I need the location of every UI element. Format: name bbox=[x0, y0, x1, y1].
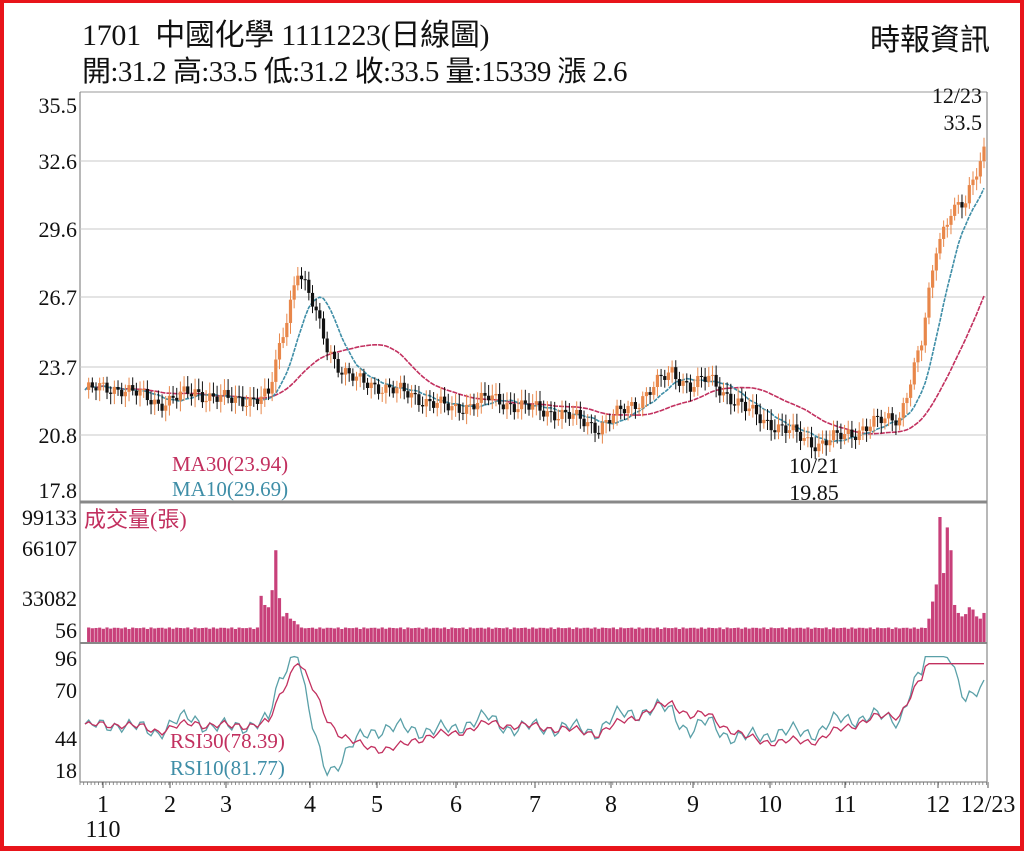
x-tick-label: 12/23 bbox=[961, 792, 1016, 818]
x-axis-labels: 1 2 3 4 5 6 7 8 9 10 11 12 12/23 bbox=[97, 792, 1015, 818]
y-tick-label: 20.8 bbox=[39, 423, 78, 448]
x-axis-ticks bbox=[79, 782, 989, 788]
x-tick-label: 9 bbox=[687, 792, 699, 818]
y-tick-label: 32.6 bbox=[39, 149, 78, 174]
panel-frames bbox=[79, 91, 988, 783]
rsi30-legend: RSI30(78.39) bbox=[170, 729, 285, 753]
ma30-line bbox=[84, 295, 985, 435]
x-tick-label: 11 bbox=[833, 792, 856, 818]
y-tick-label: 23.7 bbox=[39, 355, 78, 380]
ma30-legend: MA30(23.94) bbox=[172, 452, 288, 476]
y-tick-label: 44 bbox=[55, 726, 77, 751]
x-tick-label: 12 bbox=[926, 792, 950, 818]
year-label: 110 bbox=[85, 817, 120, 843]
ma10-line bbox=[84, 187, 985, 443]
x-tick-label: 10 bbox=[758, 792, 782, 818]
y-tick-label: 26.7 bbox=[39, 285, 78, 310]
y-tick-label: 66107 bbox=[22, 536, 77, 561]
x-tick-label: 5 bbox=[371, 792, 383, 818]
rsi-lines bbox=[84, 655, 985, 777]
rsi-y-axis: 96 70 44 18 bbox=[55, 646, 77, 783]
volume-bars bbox=[87, 517, 986, 642]
y-tick-label: 99133 bbox=[22, 505, 77, 530]
volume-y-axis: 99133 66107 33082 56 bbox=[22, 505, 77, 643]
ma10-legend: MA10(29.69) bbox=[172, 477, 288, 501]
y-tick-label: 33082 bbox=[22, 586, 77, 611]
x-tick-label: 1 bbox=[97, 792, 109, 818]
x-tick-label: 7 bbox=[529, 792, 541, 818]
y-tick-label: 56 bbox=[55, 618, 77, 643]
rsi10-legend: RSI10(81.77) bbox=[170, 756, 285, 780]
x-tick-label: 2 bbox=[164, 792, 176, 818]
y-tick-label: 29.6 bbox=[39, 217, 78, 242]
x-tick-label: 3 bbox=[220, 792, 232, 818]
y-tick-label: 18 bbox=[55, 758, 77, 783]
high-value-annotation: 33.5 bbox=[944, 110, 983, 135]
low-date-annotation: 10/21 bbox=[789, 453, 839, 478]
x-tick-label: 6 bbox=[450, 792, 462, 818]
price-y-axis: 35.5 32.6 29.6 26.7 23.7 20.8 17.8 bbox=[39, 93, 78, 503]
chart-title: 1701 中國化學 1111223(日線圖) bbox=[82, 19, 490, 52]
y-tick-label: 96 bbox=[55, 646, 77, 671]
y-tick-label: 35.5 bbox=[39, 93, 78, 118]
y-tick-label: 70 bbox=[55, 678, 77, 703]
ohlc-stats: 開:31.2 高:33.5 低:31.2 收:33.5 量:15339 漲 2.… bbox=[82, 56, 628, 88]
brand-label: 時報資訊 bbox=[870, 24, 990, 57]
price-gridlines bbox=[80, 160, 987, 436]
high-date-annotation: 12/23 bbox=[932, 83, 982, 108]
volume-title: 成交量(張) bbox=[84, 507, 187, 532]
x-tick-label: 4 bbox=[304, 792, 316, 818]
price-candles bbox=[87, 137, 986, 460]
x-tick-label: 8 bbox=[605, 792, 617, 818]
y-tick-label: 17.8 bbox=[39, 478, 78, 503]
low-value-annotation: 19.85 bbox=[789, 480, 839, 505]
